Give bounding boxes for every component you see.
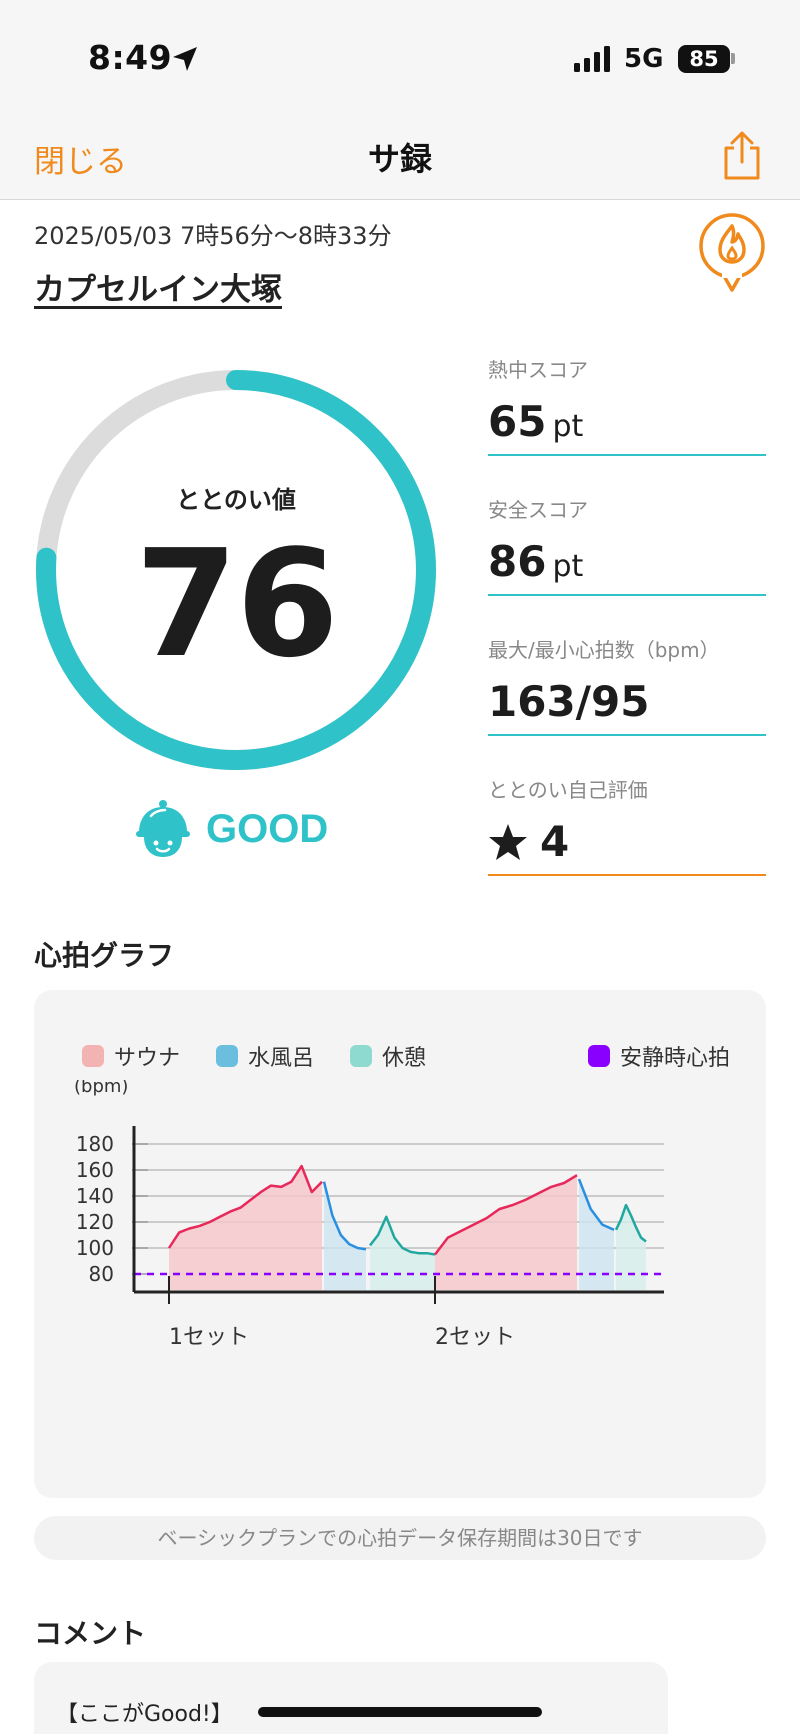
series-area xyxy=(324,1181,366,1290)
graph-title: 心拍グラフ xyxy=(34,939,175,972)
legend-swatch xyxy=(82,1045,104,1067)
star-icon xyxy=(489,823,527,860)
y-tick-label: 160 xyxy=(76,1158,114,1182)
stat-value: 4 xyxy=(488,817,766,874)
session-datetime: 2025/05/03 7時56分〜8時33分 xyxy=(34,222,392,250)
place-link[interactable]: カプセルイン大塚 xyxy=(34,272,282,308)
comment-card xyxy=(34,1662,668,1734)
stat-number: 163/95 xyxy=(488,677,650,726)
stat-number: 4 xyxy=(540,817,570,866)
flame-badge-icon[interactable] xyxy=(696,212,768,296)
stat-self-rating[interactable]: ととのい自己評価 4 xyxy=(488,774,766,876)
network-type: 5G xyxy=(624,44,664,74)
share-icon[interactable] xyxy=(718,130,766,182)
mood-indicator: GOOD xyxy=(134,796,328,862)
status-time: 8:49 xyxy=(88,38,173,77)
set-label: 1セット xyxy=(169,1325,249,1350)
stat-label: 安全スコア xyxy=(488,498,588,522)
stat-underline xyxy=(488,874,766,876)
y-tick-label: 120 xyxy=(76,1210,114,1234)
set-label: 2セット xyxy=(435,1325,515,1350)
signal-icon xyxy=(574,46,610,72)
legend-rest: 休憩 xyxy=(350,1040,426,1072)
battery-tip xyxy=(731,53,735,64)
stat-label: 最大/最小心拍数（bpm） xyxy=(488,638,720,662)
stat-value: 65 pt xyxy=(488,397,766,454)
gauge-progress-arc xyxy=(36,370,436,770)
series-area xyxy=(370,1216,435,1290)
series-area xyxy=(169,1166,322,1290)
status-bar: 8:49 5G 85 xyxy=(0,0,800,108)
series-line xyxy=(434,1174,578,1256)
legend-label: サウナ xyxy=(114,1046,181,1071)
home-indicator xyxy=(258,1707,542,1717)
location-arrow-icon xyxy=(173,47,197,71)
close-button[interactable]: 閉じる xyxy=(34,144,127,180)
legend-label: 安静時心拍 xyxy=(620,1046,731,1071)
stat-unit: pt xyxy=(552,409,584,444)
series-area xyxy=(435,1175,577,1290)
gauge-label: ととのい値 xyxy=(176,486,296,514)
series-area xyxy=(616,1205,646,1290)
comment-text: 【ここがGood!】 xyxy=(56,1702,233,1727)
stat-heart-rate: 最大/最小心拍数（bpm） 163/95 xyxy=(488,634,766,736)
y-tick-label: 180 xyxy=(76,1132,114,1156)
stat-label: 熱中スコア xyxy=(488,358,588,382)
legend-swatch xyxy=(216,1045,238,1067)
stat-underline xyxy=(488,734,766,736)
series-line xyxy=(577,1178,615,1231)
legend-cold-bath: 水風呂 xyxy=(216,1040,314,1072)
stat-value: 86 pt xyxy=(488,537,766,594)
y-axis-unit-label: (bpm) xyxy=(74,1080,128,1097)
sauna-hat-face-icon xyxy=(136,800,190,857)
legend-label: 水風呂 xyxy=(248,1046,315,1071)
y-tick-label: 140 xyxy=(76,1184,114,1208)
legend-resting-hr: 安静時心拍 xyxy=(588,1040,730,1072)
stat-underline xyxy=(488,594,766,596)
stat-number: 65 xyxy=(488,397,547,446)
legend-label: 休憩 xyxy=(382,1046,427,1071)
legend-sauna: サウナ xyxy=(82,1040,180,1072)
gauge-value: 76 xyxy=(135,518,339,690)
totonoi-gauge xyxy=(36,370,436,770)
series-line xyxy=(369,1215,436,1256)
nav-bar: 閉じる サ録 xyxy=(0,108,800,200)
series-line xyxy=(614,1203,647,1243)
battery-icon: 85 xyxy=(678,45,730,73)
comment-title: コメント xyxy=(34,1617,147,1650)
stat-safety-score: 安全スコア 86 pt xyxy=(488,494,766,596)
mood-label: GOOD xyxy=(206,806,329,851)
y-tick-label: 80 xyxy=(89,1262,114,1286)
stat-heat-score: 熱中スコア 65 pt xyxy=(488,354,766,456)
legend-swatch xyxy=(350,1045,372,1067)
stat-unit: pt xyxy=(552,549,584,584)
stat-number: 86 xyxy=(488,537,547,586)
legend-swatch xyxy=(588,1045,610,1067)
stat-underline xyxy=(488,454,766,456)
series-area xyxy=(579,1179,614,1290)
series-line xyxy=(167,1164,323,1249)
y-tick-label: 100 xyxy=(76,1236,114,1260)
series-line xyxy=(322,1181,367,1251)
stat-label: ととのい自己評価 xyxy=(488,778,648,802)
data-retention-notice: ベーシックプランでの心拍データ保存期間は30日です xyxy=(34,1516,766,1560)
stat-value: 163/95 xyxy=(488,677,766,734)
page-title: サ録 xyxy=(367,140,432,178)
